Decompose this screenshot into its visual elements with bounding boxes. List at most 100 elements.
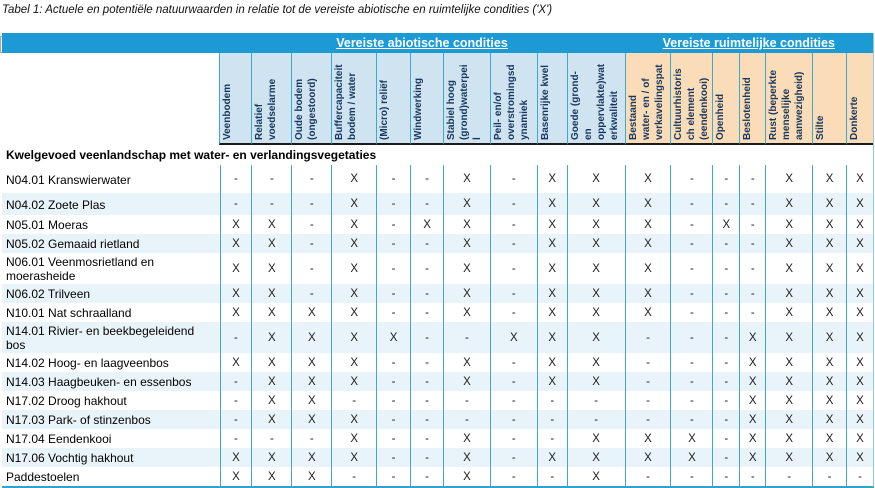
mark-cell: X <box>442 284 490 303</box>
mark-cell: X <box>536 448 567 467</box>
mark-cell: X <box>566 193 625 215</box>
banner-label-spacer <box>2 33 220 53</box>
mark-cell: - <box>291 215 331 234</box>
row-label: N14.02 Hoog- en laagveenbos <box>6 356 169 370</box>
column-header-7: Stabiel hoog (grond)waterpei l <box>442 53 490 145</box>
mark-cell: X <box>812 372 846 391</box>
mark-cell: - <box>291 234 331 253</box>
mark-cell: X <box>812 391 846 410</box>
mark-cell: - <box>536 429 567 448</box>
table-row: N17.04 Eendenkooi - - - X - - X - - X X X - X X X X <box>2 429 873 448</box>
row-label: N17.04 Eendenkooi <box>6 432 112 446</box>
mark-cell: - <box>670 253 712 284</box>
table-row: N10.01 Nat schraalland X X X X - - X - X X X - - - X X X <box>2 303 873 322</box>
mark-cell: - <box>712 410 739 429</box>
table-row: Paddestoelen X X X - - - X - - X - - - - - - - <box>2 467 873 486</box>
mark-cell: X <box>410 215 443 234</box>
mark-cell: - <box>670 467 712 486</box>
mark-cell: - <box>712 372 739 391</box>
column-header-label: Oude bodem (ongestoord) <box>294 78 319 140</box>
column-header-13: Openheid <box>712 53 740 145</box>
mark-cell: X <box>566 353 625 372</box>
mark-cell: X <box>331 448 376 467</box>
row-label: N17.06 Vochtig hakhout <box>6 451 134 465</box>
mark-cell: - <box>624 372 671 391</box>
mark-cell: X <box>846 234 873 253</box>
mark-cell: - <box>670 193 712 215</box>
mark-cell: X <box>670 448 712 467</box>
mark-cell: - <box>712 353 739 372</box>
mark-cell: X <box>219 284 252 303</box>
mark-cell: X <box>251 215 291 234</box>
mark-cell: - <box>410 372 443 391</box>
mark-cell: X <box>765 372 812 391</box>
mark-cell: X <box>624 193 671 215</box>
mark-cell: X <box>291 322 331 353</box>
mark-cell: X <box>536 303 567 322</box>
mark-cell: - <box>536 467 567 486</box>
mark-cell: X <box>566 234 625 253</box>
mark-cell: - <box>812 467 846 486</box>
mark-cell: X <box>846 253 873 284</box>
mark-cell: X <box>536 353 567 372</box>
mark-cell: - <box>712 284 739 303</box>
column-header-label: Cultuurhistoris ch element (eendenkooi) <box>673 68 711 140</box>
column-header-label: Openheid <box>715 93 727 140</box>
mark-cell: X <box>765 410 812 429</box>
mark-cell: X <box>251 372 291 391</box>
mark-cell: X <box>739 372 765 391</box>
mark-cell: - <box>376 372 410 391</box>
mark-cell: - <box>219 410 252 429</box>
mark-cell: - <box>712 391 739 410</box>
mark-cell: X <box>624 284 671 303</box>
mark-cell: X <box>739 391 765 410</box>
table-row: N17.02 Droog hakhout - X X - - - - - - - - - - X X X X <box>2 391 873 410</box>
mark-cell: - <box>410 322 443 353</box>
row-label: N06.01 Veenmosrietland en moerasheide <box>6 255 155 283</box>
column-header-label: Goede (grond- en oppervlakte)wat erkwali… <box>569 63 620 140</box>
table-row: N05.02 Gemaaid rietland X X - X - - X - X X X - - - X X X <box>2 234 873 253</box>
column-header-label: Stilte <box>815 115 827 140</box>
mark-cell: X <box>489 322 537 353</box>
mark-cell: - <box>489 353 537 372</box>
mark-cell: - <box>739 234 765 253</box>
mark-cell: - <box>739 467 765 486</box>
column-header-16: Stilte <box>812 53 846 145</box>
mark-cell: X <box>812 429 846 448</box>
column-header-label: Basenrijke kwel <box>539 64 551 140</box>
mark-cell: X <box>442 467 490 486</box>
mark-cell: X <box>331 165 376 193</box>
table-row: N04.01 Kranswierwater - - - X - - X - X X X - - - X X X <box>2 165 873 193</box>
mark-cell: X <box>442 234 490 253</box>
table-row: N14.03 Haagbeuken- en essenbos - X X X - - X - X X… <box>2 372 873 391</box>
mark-cell: X <box>536 372 567 391</box>
mark-cell: X <box>536 253 567 284</box>
mark-cell: X <box>442 353 490 372</box>
mark-cell: X <box>442 215 490 234</box>
mark-cell: X <box>846 372 873 391</box>
mark-cell: - <box>410 303 443 322</box>
mark-cell: X <box>846 391 873 410</box>
mark-cell: - <box>219 322 252 353</box>
mark-cell: - <box>489 410 537 429</box>
mark-cell: X <box>812 303 846 322</box>
mark-cell: X <box>812 322 846 353</box>
table-banner-row: Vereiste abiotische condities Vereiste ru… <box>2 33 873 53</box>
mark-cell: X <box>765 391 812 410</box>
mark-cell: X <box>291 353 331 372</box>
mark-cell: - <box>489 448 537 467</box>
column-header-15: Rust (beperkte menselijke aanwezigheid) <box>765 53 813 145</box>
column-header-1: Veenbodem <box>219 53 252 145</box>
mark-cell: - <box>739 193 765 215</box>
mark-cell: X <box>812 215 846 234</box>
row-label: N10.01 Nat schraalland <box>6 306 132 320</box>
table-section-header: Kwelgevoed veenlandschap met water- en v… <box>2 145 873 165</box>
mark-cell: X <box>765 322 812 353</box>
mark-cell: - <box>376 429 410 448</box>
mark-cell: X <box>624 215 671 234</box>
column-header-9: Basenrijke kwel <box>536 53 567 145</box>
mark-cell: X <box>739 322 765 353</box>
mark-cell: X <box>251 410 291 429</box>
column-header-label: Windwerking <box>413 77 425 140</box>
mark-cell: X <box>442 372 490 391</box>
